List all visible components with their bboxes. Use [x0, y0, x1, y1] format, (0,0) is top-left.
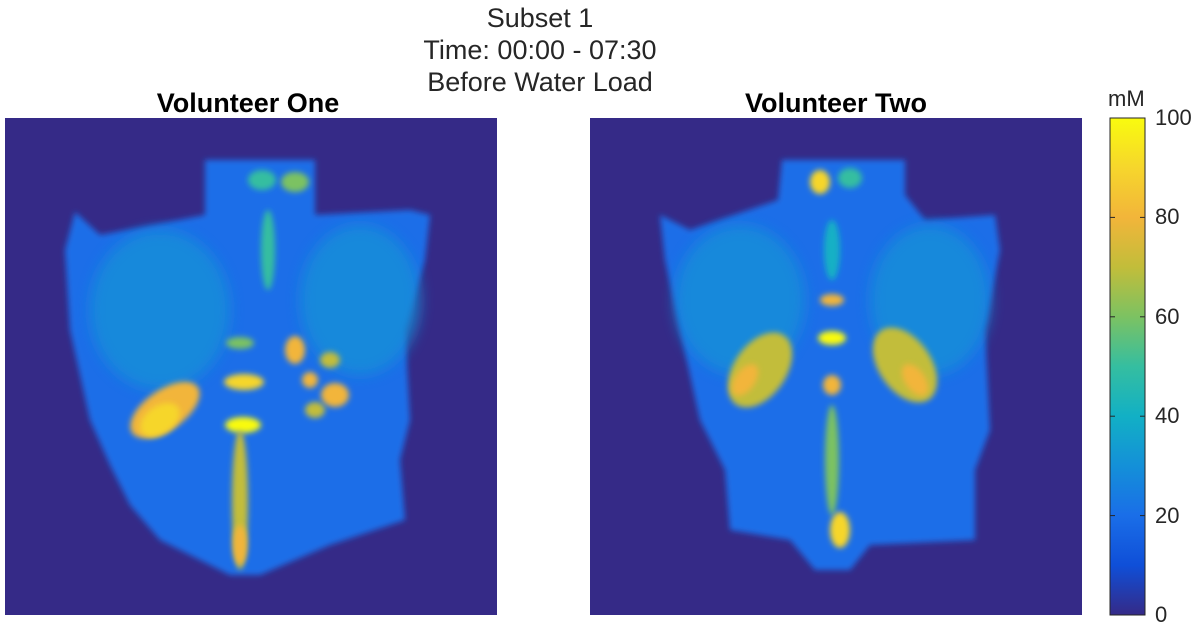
intensity-blob	[823, 375, 841, 395]
lung-region	[90, 230, 230, 390]
colorbar-tick-label: 60	[1155, 303, 1180, 329]
panel-title-volunteer-two: Volunteer Two	[745, 88, 927, 118]
intensity-blob	[233, 525, 247, 565]
intensity-blob	[261, 210, 275, 290]
intensity-blob	[140, 402, 180, 438]
intensity-blob	[226, 337, 254, 349]
intensity-blob	[305, 402, 325, 418]
intensity-blob	[285, 336, 305, 364]
colorbar	[1109, 117, 1146, 616]
lung-region	[300, 225, 420, 375]
intensity-blob	[302, 372, 318, 388]
intensity-blob	[901, 364, 929, 396]
colorbar-tick-label: 100	[1155, 105, 1192, 130]
figure-title: Subset 1 Time: 00:00 - 07:30 Before Wate…	[340, 2, 740, 98]
heatmap-panel-2	[590, 118, 1082, 615]
panel-title-volunteer-one: Volunteer One	[156, 88, 340, 118]
heatmap-panel-1	[5, 118, 497, 615]
intensity-blob	[825, 405, 839, 515]
intensity-blob	[321, 383, 349, 407]
colorbar-tick-label: 40	[1155, 403, 1180, 429]
title-line-2: Time: 00:00 - 07:30	[423, 35, 657, 65]
colorbar-label: mM	[1108, 86, 1145, 111]
intensity-blob	[248, 170, 276, 190]
intensity-blob	[818, 331, 846, 345]
colorbar-tick-label: 0	[1155, 602, 1168, 627]
intensity-blob	[830, 512, 850, 548]
title-line-1: Subset 1	[486, 3, 594, 33]
intensity-blob	[820, 294, 844, 306]
intensity-blob	[224, 374, 264, 390]
colorbar-tick-label: 80	[1155, 204, 1180, 230]
intensity-blob	[731, 364, 759, 396]
intensity-blob	[810, 170, 830, 194]
intensity-blob	[225, 417, 261, 433]
intensity-blob	[320, 352, 340, 368]
intensity-blob	[281, 172, 309, 192]
colorbar-tick-label: 20	[1155, 502, 1180, 528]
intensity-blob	[824, 220, 840, 280]
intensity-blob	[838, 168, 862, 188]
title-line-3: Before Water Load	[427, 67, 653, 97]
